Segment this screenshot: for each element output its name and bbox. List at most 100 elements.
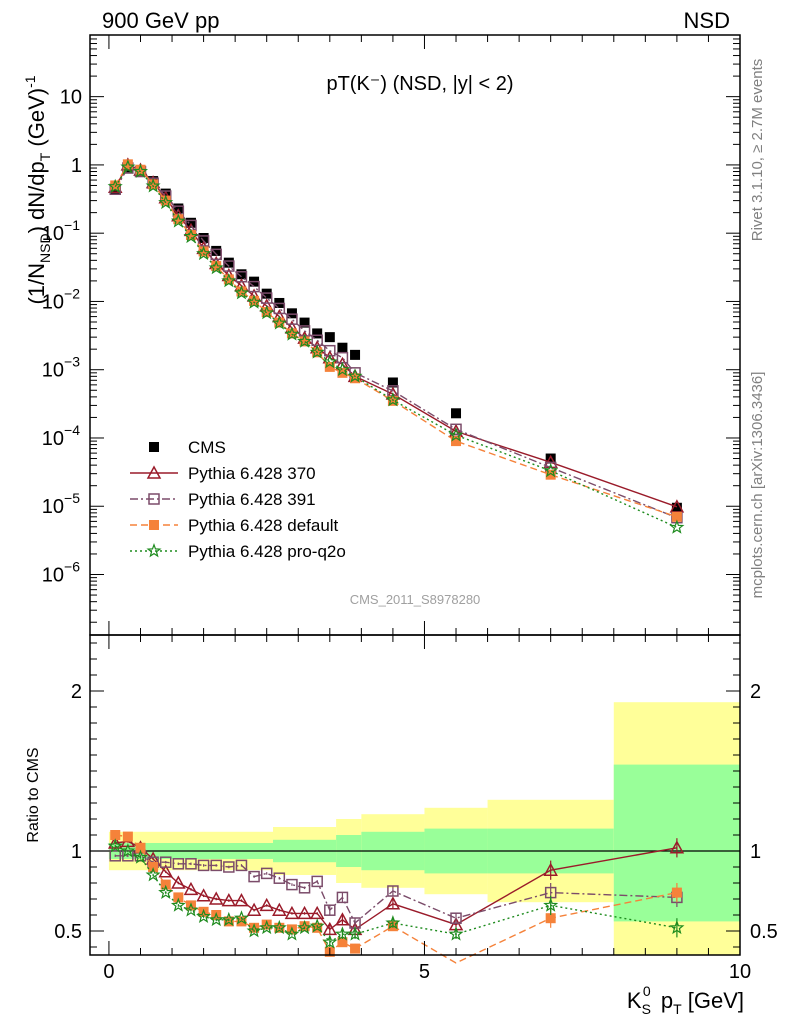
point-pq2o — [347, 368, 363, 383]
ratio-point-p391 — [248, 870, 260, 883]
ratio-point-pdefault — [223, 916, 234, 927]
point-pq2o — [120, 159, 136, 174]
y-tick-label: 10−3 — [42, 354, 80, 382]
ratio-point-p370 — [543, 862, 558, 876]
point-pq2o — [221, 273, 237, 288]
ratio-point-p370 — [669, 840, 685, 854]
ratio-x-tick-label: 0 — [103, 961, 114, 983]
ratio-point-p370 — [158, 864, 173, 878]
y-tick-label: 10 — [60, 87, 82, 109]
point-pq2o — [246, 294, 262, 309]
ratio-point-p391 — [109, 850, 121, 862]
ratio-point-p391 — [260, 867, 273, 880]
point-pq2o — [448, 427, 464, 442]
legend-label-cms: CMS — [188, 438, 226, 457]
ratio-point-pdefault — [148, 862, 159, 872]
ratio-point-p370 — [208, 891, 224, 905]
point-pdefault — [236, 286, 247, 297]
ratio-point-pq2o — [120, 843, 136, 858]
ratio-point-p370 — [171, 875, 186, 889]
ratio-point-pq2o — [221, 911, 237, 927]
point-p391 — [248, 280, 260, 293]
ratio-point-pdefault — [299, 921, 310, 932]
ratio-y-tick-label: 0.5 — [750, 921, 778, 943]
point-pq2o — [284, 326, 300, 341]
ratio-point-pdefault — [110, 830, 121, 840]
point-p391 — [450, 423, 462, 436]
legend-marker-pq2o — [146, 543, 162, 558]
series-line-p391 — [114, 167, 678, 519]
header-right: NSD — [684, 8, 730, 33]
point-pq2o — [271, 315, 287, 330]
point-pq2o — [158, 194, 174, 210]
point-pq2o — [297, 333, 313, 348]
ratio-point-pq2o — [271, 919, 287, 935]
ratio-point-pdefault — [249, 922, 260, 933]
ratio-point-pdefault — [337, 937, 348, 948]
point-pq2o — [196, 245, 212, 261]
ratio-y-tick-label: 1 — [71, 841, 82, 863]
ratio-point-pq2o — [448, 926, 464, 941]
ratio-y-tick-label: 0.5 — [54, 921, 82, 943]
ratio-x-tick-label: 5 — [419, 961, 430, 983]
point-pq2o — [170, 213, 186, 228]
analysis-watermark: CMS_2011_S8978280 — [350, 592, 481, 607]
legend-label-pq2o: Pythia 6.428 pro-q2o — [188, 542, 346, 561]
ratio-point-p391 — [197, 859, 210, 872]
point-pq2o — [669, 519, 685, 534]
point-cms — [350, 349, 361, 360]
y-tick-label: 1 — [71, 155, 82, 177]
ratio-point-pq2o — [183, 902, 199, 917]
ratio-point-pq2o — [347, 926, 363, 941]
ratio-point-p391 — [450, 912, 462, 924]
point-pdefault — [451, 436, 462, 447]
ratio-point-p370 — [234, 893, 249, 907]
ratio-point-p370 — [246, 902, 262, 916]
ratio-point-pq2o — [669, 919, 685, 935]
point-p391 — [210, 248, 222, 261]
ratio-point-pq2o — [107, 838, 123, 853]
ratio-point-pq2o — [132, 849, 149, 864]
ratio-point-pdefault — [350, 943, 361, 954]
ratio-point-p391 — [210, 859, 222, 872]
point-pdefault — [324, 361, 335, 372]
legend-marker-p370 — [146, 465, 162, 479]
point-cms — [337, 342, 348, 353]
main-ylabel: (1/NNSD) dN/dpT (GeV)-1 — [22, 75, 53, 304]
legend-marker-p391 — [148, 493, 160, 505]
ratio-xlabel: KS0 pT [GeV] — [627, 983, 744, 1017]
ratio-point-pq2o — [233, 910, 250, 925]
header-left: 900 GeV pp — [102, 8, 219, 33]
ratio-point-pdefault — [173, 892, 184, 903]
point-cms — [223, 257, 234, 268]
point-pq2o — [543, 462, 559, 478]
point-pq2o — [385, 392, 401, 407]
legend: CMS Pythia 6.428 370 Pythia 6.428 391 Pythi… — [130, 438, 346, 561]
ratio-point-p370 — [335, 912, 350, 926]
y-tick-label: 10−4 — [42, 422, 80, 450]
ratio-point-pq2o — [297, 919, 313, 935]
ratio-point-pq2o — [208, 911, 224, 927]
ratio-point-pq2o — [259, 919, 275, 935]
legend-marker-pdefault — [149, 520, 159, 530]
ratio-y-tick-label: 2 — [71, 681, 82, 703]
point-pdefault — [387, 395, 398, 406]
ratio-plot-frame — [89, 634, 741, 956]
ratio-point-p370 — [196, 888, 211, 902]
ratio-point-p370 — [272, 902, 287, 916]
ratio-point-p391 — [336, 891, 349, 904]
legend-label-p391: Pythia 6.428 391 — [188, 490, 316, 509]
point-p391 — [286, 313, 298, 325]
ratio-point-p391 — [172, 858, 185, 870]
ratio-y-tick-label: 2 — [750, 681, 761, 703]
legend-label-pdefault: Pythia 6.428 default — [188, 516, 339, 535]
point-pq2o — [183, 228, 199, 244]
point-pdefault — [148, 179, 159, 190]
ratio-point-p370 — [183, 881, 199, 896]
ratio-point-pq2o — [145, 867, 161, 882]
point-pdefault — [185, 230, 196, 241]
point-pq2o — [309, 344, 325, 359]
ratio-point-p391 — [223, 861, 235, 873]
ratio-point-p391 — [185, 858, 197, 870]
